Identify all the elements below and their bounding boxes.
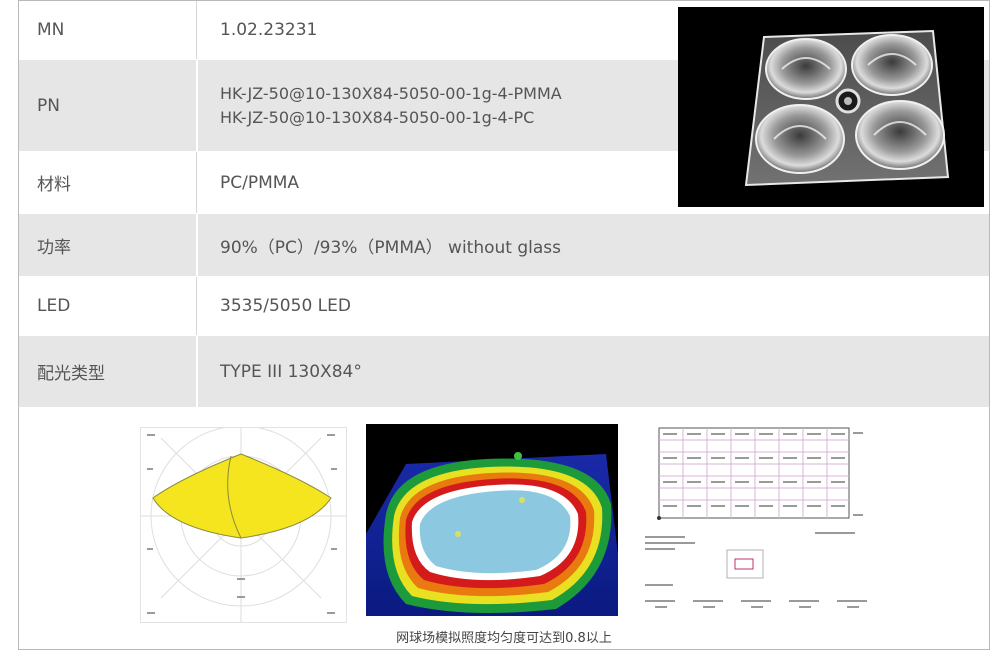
spec-value-line: HK-JZ-50@10-130X84-5050-00-1g-4-PC [220, 107, 535, 127]
spec-row-beam-type: 配光类型 TYPE III 130X84° [19, 336, 989, 408]
spec-value-line: TYPE III 130X84° [220, 361, 362, 382]
illuminance-grid-report [639, 424, 887, 620]
spec-key: MN [37, 20, 65, 40]
cell-divider [196, 214, 198, 276]
simulation-caption: 网球场模拟照度均匀度可达到0.8以上 [396, 631, 612, 646]
spec-value: 90%（PC）/93%（PMMA） without glass [198, 214, 989, 276]
spec-row-led: LED 3535/5050 LED [19, 277, 989, 336]
cell-divider [196, 60, 198, 151]
spec-key: LED [37, 296, 71, 316]
spec-value-line: HK-JZ-50@10-130X84-5050-00-1g-4-PMMA [220, 83, 562, 103]
simulation-plots: 网球场模拟照度均匀度可达到0.8以上 [19, 408, 989, 649]
spec-key: PN [37, 95, 60, 116]
spec-row-efficiency: 功率 90%（PC）/93%（PMMA） without glass [19, 214, 989, 277]
lens-product-photo [678, 7, 984, 207]
spec-key: 功率 [37, 237, 71, 258]
spec-value-line: 90%（PC）/93%（PMMA） without glass [220, 237, 561, 258]
cell-divider [196, 336, 198, 407]
illuminance-heatmap [366, 424, 618, 616]
cell-divider [196, 1, 197, 59]
spec-value-line: 3535/5050 LED [220, 296, 351, 316]
spec-value: TYPE III 130X84° [198, 336, 989, 407]
spec-value: 3535/5050 LED [198, 277, 989, 335]
spec-value: 1.02.23231 [198, 1, 989, 59]
spec-value-line: PC/PMMA [220, 172, 300, 193]
spec-key: 材料 [37, 175, 71, 195]
spec-value: PC/PMMA [198, 152, 989, 213]
cell-divider [196, 152, 197, 213]
spec-key: 配光类型 [37, 364, 105, 384]
spec-value: HK-JZ-50@10-130X84-5050-00-1g-4-PMMA HK-… [198, 60, 989, 151]
cell-divider [196, 277, 197, 335]
spec-value-line: 1.02.23231 [220, 20, 318, 40]
spec-sheet: MN 1.02.23231 PN HK-JZ-50@10-130X84-5050… [18, 0, 990, 650]
light-distribution-polar-plot [140, 425, 347, 623]
